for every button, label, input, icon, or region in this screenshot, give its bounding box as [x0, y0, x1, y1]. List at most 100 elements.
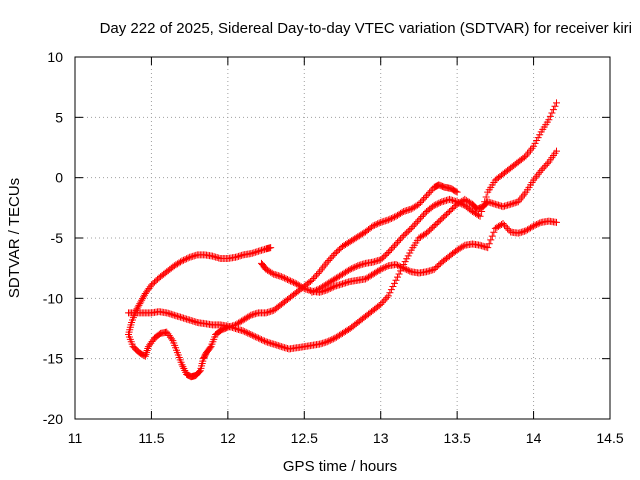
data-point-marker [432, 201, 440, 209]
y-tick-label: -5 [51, 230, 64, 246]
data-point-marker [397, 235, 405, 243]
data-point-marker [308, 276, 316, 284]
data-point-marker [536, 131, 544, 139]
data-point-marker [449, 205, 457, 213]
data-point-marker [291, 279, 299, 287]
data-point-marker [380, 297, 388, 305]
data-point-marker [403, 229, 411, 237]
data-point-marker [423, 229, 431, 237]
data-point-marker [545, 116, 553, 124]
data-point-marker [488, 232, 496, 240]
data-point-marker [250, 332, 258, 340]
data-point-marker [479, 203, 487, 211]
data-point-marker [334, 247, 342, 255]
data-point-marker [523, 150, 531, 158]
data-point-marker [533, 220, 541, 228]
data-point-marker [147, 281, 155, 289]
data-point-marker [287, 277, 295, 285]
data-point-marker [528, 223, 536, 231]
plot-frame [74, 56, 611, 420]
data-point-marker [551, 102, 559, 110]
data-point-marker [433, 262, 441, 270]
data-point-marker [436, 216, 444, 224]
data-point-marker [326, 284, 334, 292]
data-point-marker [392, 240, 400, 248]
data-point-marker [499, 220, 507, 228]
data-point-marker [377, 300, 385, 308]
data-point-marker [432, 220, 440, 228]
data-point-marker [390, 242, 398, 250]
data-point-marker [387, 214, 395, 222]
data-point-marker [314, 285, 322, 293]
data-point-marker [432, 264, 440, 272]
data-point-marker [245, 330, 253, 338]
x-tick-label: 13 [373, 430, 389, 446]
axis-ticks: 11 11.5 12 12.5 13 13.5 14 14.5 10 5 0 -5 -10 -15 -20 [43, 49, 624, 446]
data-point-marker [183, 255, 191, 263]
data-point-marker [553, 99, 560, 107]
data-point-marker [325, 285, 333, 293]
data-point-marker [540, 163, 548, 171]
data-point-marker [435, 218, 443, 226]
data-point-marker [181, 255, 189, 263]
x-tick-label: 12.5 [291, 430, 318, 446]
data-point-marker [536, 219, 544, 227]
data-point-marker [514, 198, 522, 206]
data-point-marker [383, 262, 391, 270]
data-point-marker [285, 276, 293, 284]
data-point-marker [316, 268, 324, 276]
data-point-marker [313, 271, 321, 279]
data-point-marker [409, 223, 417, 231]
data-point-marker [527, 146, 535, 154]
data-point-marker [534, 134, 542, 142]
data-point-marker [381, 263, 389, 271]
series-1 [125, 181, 461, 381]
data-point-marker [401, 258, 409, 266]
data-point-marker [476, 212, 484, 220]
data-point-marker [525, 148, 533, 156]
data-point-marker [313, 286, 321, 294]
data-point-marker [458, 200, 466, 208]
data-point-marker [439, 213, 447, 221]
data-point-marker [502, 223, 510, 231]
data-point-marker [381, 251, 389, 259]
data-point-marker [415, 216, 423, 224]
data-point-marker [377, 265, 385, 273]
data-point-marker [520, 190, 528, 198]
data-point-marker [536, 168, 544, 176]
data-point-marker [401, 230, 409, 238]
data-point-marker [398, 208, 406, 216]
data-point-marker [520, 153, 528, 161]
series-2 [125, 147, 560, 353]
data-point-marker [485, 240, 493, 248]
data-point-marker [400, 232, 408, 240]
data-point-marker [375, 219, 383, 227]
data-point-marker [482, 193, 490, 201]
data-point-marker [395, 262, 403, 270]
data-point-marker [394, 273, 402, 281]
data-point-marker [427, 225, 435, 233]
data-point-marker [401, 265, 409, 273]
data-point-marker [421, 193, 429, 201]
x-tick-label: 13.5 [444, 430, 471, 446]
data-point-marker [404, 227, 412, 235]
data-point-marker [406, 249, 414, 257]
y-tick-label: 10 [47, 49, 63, 65]
data-point-marker [553, 218, 560, 226]
data-point-marker [528, 144, 536, 152]
data-point-marker [426, 188, 434, 196]
data-point-marker [390, 279, 398, 287]
data-point-marker [517, 194, 525, 202]
y-tick-label: -15 [43, 351, 63, 367]
data-point-marker [267, 244, 275, 252]
data-point-marker [329, 283, 337, 291]
data-point-marker [325, 256, 333, 264]
data-point-marker [447, 206, 455, 214]
y-tick-label: 5 [55, 109, 63, 125]
data-point-marker [403, 255, 411, 263]
data-point-marker [404, 252, 412, 260]
series-0 [125, 244, 275, 339]
data-point-marker [430, 201, 438, 209]
data-point-marker [320, 262, 328, 270]
data-point-marker [314, 269, 322, 277]
